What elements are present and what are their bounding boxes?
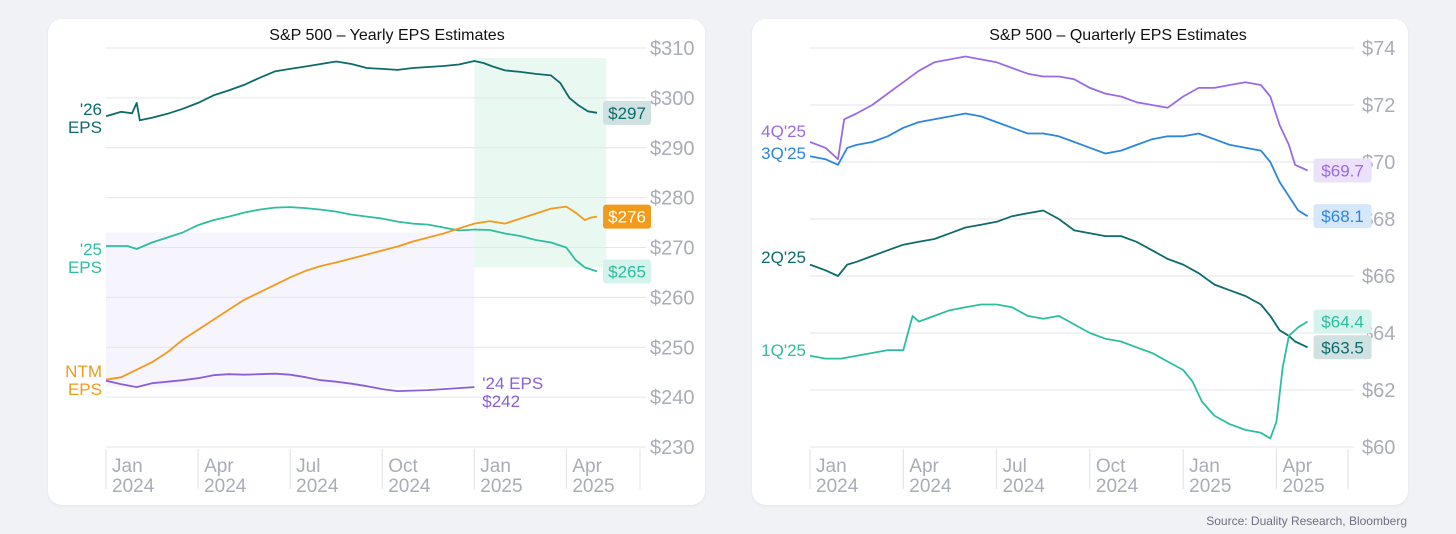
series-label-3q-25: 3Q'25 xyxy=(761,144,806,163)
series-label-25-eps: '25 xyxy=(80,240,102,259)
series-line-4q-25 xyxy=(809,55,1308,172)
y-tick-label: $74 xyxy=(1362,38,1395,60)
end-value-badge-4q-25 xyxy=(1313,158,1372,183)
end-value-label-3q-25: $68.1 xyxy=(1321,207,1364,226)
x-tick-label: 2024 xyxy=(816,476,859,497)
yearly-eps-chart-card: S&P 500 – Yearly EPS Estimates $230 $240 $2… xyxy=(48,19,705,505)
x-tick-label: Jan xyxy=(112,456,143,477)
x-tick-label: 2025 xyxy=(572,476,614,497)
yearly-eps-chart: S&P 500 – Yearly EPS Estimates $230 $240 $2… xyxy=(65,27,695,497)
x-tick-label: 2024 xyxy=(204,476,247,497)
x-tick-label: Oct xyxy=(1096,456,1126,477)
x-tick-label: 2025 xyxy=(1282,476,1324,497)
quarterly-eps-chart: S&P 500 – Quarterly EPS Estimates $60 $62 $… xyxy=(761,27,1395,497)
x-tick-label: Jan xyxy=(816,456,847,477)
source-note: Source: Duality Research, Bloomberg xyxy=(1206,514,1407,528)
y-tick-label: $72 xyxy=(1362,95,1395,117)
series-label-26-eps: '26 xyxy=(80,100,102,119)
x-tick-label: Jul xyxy=(1003,456,1027,477)
y-tick-label: $250 xyxy=(650,337,695,359)
series-label-4q-25: 4Q'25 xyxy=(761,122,806,141)
series-line-24-eps xyxy=(105,372,475,392)
series-line-26-eps xyxy=(105,60,598,122)
series-label-ntm-eps: EPS xyxy=(68,380,102,399)
y-tick-label: $290 xyxy=(650,138,695,160)
quarterly-eps-chart-card: S&P 500 – Quarterly EPS Estimates $60 $62 $… xyxy=(752,19,1408,505)
y-tick-label: $62 xyxy=(1362,380,1395,402)
x-tick-label: Oct xyxy=(388,456,418,477)
chart-title: S&P 500 – Quarterly EPS Estimates xyxy=(989,27,1247,44)
shaded-region-1 xyxy=(474,57,607,268)
series-label-ntm-eps: NTM xyxy=(65,362,102,381)
end-value-label-2q-25: $63.5 xyxy=(1321,338,1364,357)
end-value-label-ntm-eps: $276 xyxy=(608,208,646,227)
y-tick-label: $240 xyxy=(650,387,695,409)
x-tick-label: 2024 xyxy=(909,476,952,497)
series-label-25-eps: EPS xyxy=(68,258,102,277)
x-tick-label: 2024 xyxy=(1003,476,1046,497)
series-line-25-eps xyxy=(106,206,598,273)
series-label-1q-25: 1Q'25 xyxy=(761,341,806,360)
end-value-label-1q-25: $64.4 xyxy=(1321,313,1364,332)
y-tick-label: $270 xyxy=(650,238,695,260)
end-value-badge-1q-25 xyxy=(1313,309,1372,334)
end-value-badge-3q-25 xyxy=(1313,204,1372,229)
series-line-2q-25 xyxy=(809,209,1308,349)
y-tick-label: $310 xyxy=(650,38,695,60)
y-tick-label: $280 xyxy=(650,188,695,210)
shaded-region-0 xyxy=(106,232,475,388)
end-value-label-4q-25: $69.7 xyxy=(1321,162,1364,181)
end-label-24-eps: $242 xyxy=(482,392,520,411)
end-value-label-26-eps: $297 xyxy=(608,104,646,123)
end-value-badge-ntm-eps xyxy=(603,204,652,229)
y-tick-label: $60 xyxy=(1362,437,1395,459)
x-tick-label: Apr xyxy=(204,456,234,477)
x-tick-label: 2025 xyxy=(1189,476,1231,497)
end-value-badge-2q-25 xyxy=(1313,335,1372,360)
series-line-1q-25 xyxy=(809,303,1309,440)
series-line-3q-25 xyxy=(809,112,1309,217)
series-label-26-eps: EPS xyxy=(68,118,102,137)
y-tick-label: $230 xyxy=(650,437,695,459)
x-tick-label: 2024 xyxy=(112,476,155,497)
x-tick-label: 2025 xyxy=(480,476,522,497)
y-tick-label: $66 xyxy=(1362,266,1395,288)
end-value-label-25-eps: $265 xyxy=(608,262,646,281)
x-tick-label: Apr xyxy=(909,456,939,477)
chart-title: S&P 500 – Yearly EPS Estimates xyxy=(269,27,504,44)
x-tick-label: Jan xyxy=(480,456,511,477)
end-value-badge-26-eps xyxy=(603,100,652,125)
end-label-24-eps: '24 EPS xyxy=(482,374,543,393)
x-tick-label: 2024 xyxy=(296,476,339,497)
y-tick-label: $300 xyxy=(650,88,695,110)
end-value-badge-25-eps xyxy=(603,259,652,284)
x-tick-label: 2024 xyxy=(388,476,431,497)
series-line-ntm-eps xyxy=(105,205,598,381)
x-tick-label: Jan xyxy=(1189,456,1220,477)
x-tick-label: Jul xyxy=(296,456,320,477)
y-tick-label: $260 xyxy=(650,287,695,309)
x-tick-label: Apr xyxy=(572,456,602,477)
series-label-2q-25: 2Q'25 xyxy=(761,248,806,267)
x-tick-label: 2024 xyxy=(1096,476,1139,497)
x-tick-label: Apr xyxy=(1282,456,1312,477)
